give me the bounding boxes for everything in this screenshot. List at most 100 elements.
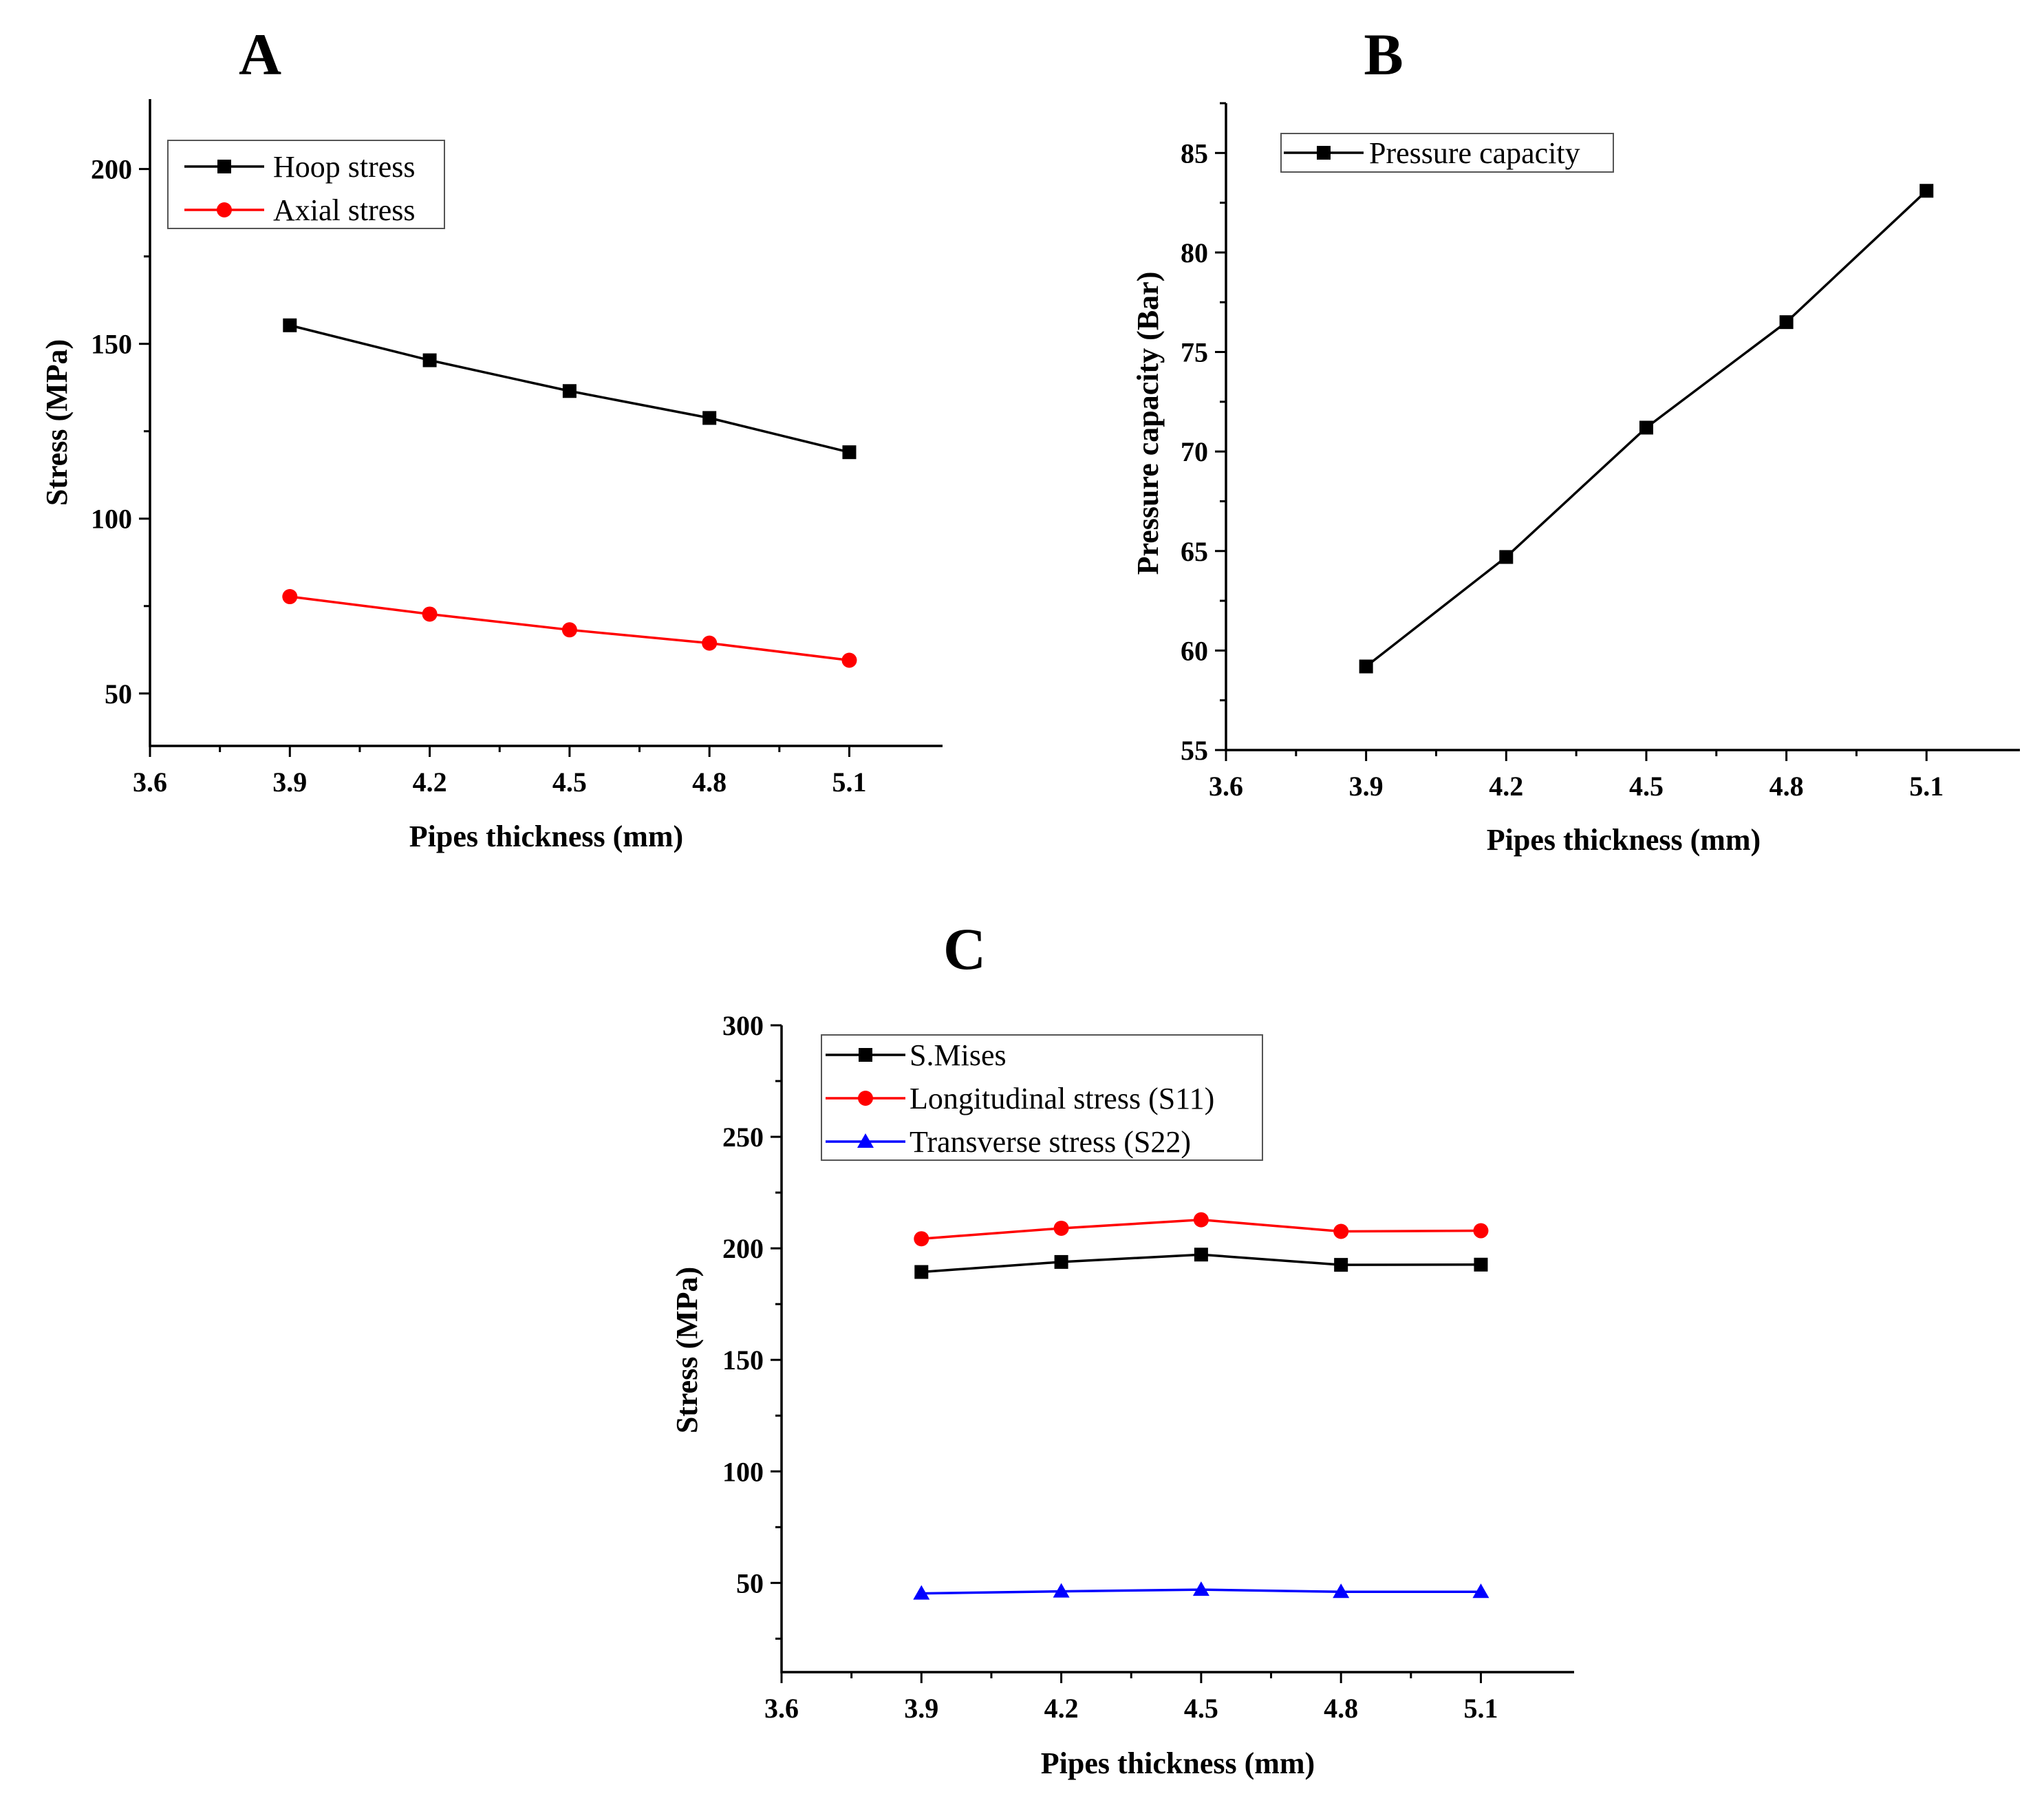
data-point-square [422, 353, 437, 367]
panel-b-axes [1225, 103, 2020, 751]
y-tick-label: 150 [722, 1345, 764, 1376]
panel-b-x-axis-title: Pipes thickness (mm) [1487, 823, 1761, 857]
x-tick-label: 4.5 [1184, 1693, 1218, 1724]
panel-a-letter: A [239, 21, 281, 87]
data-point-square [702, 411, 717, 425]
y-tick-label: 55 [1181, 735, 1208, 766]
panel-c-mises-s11-s22: C 3.6 3.9 4.2 4.5 4.8 5.1 50 100 150 200 250 300 P… [670, 916, 1574, 1780]
data-point-circle [914, 1231, 929, 1247]
legend-entry-longitudinal-stress: Longitudinal stress (S11) [826, 1082, 1214, 1115]
data-point-triangle [1053, 1583, 1070, 1598]
data-point-square [1474, 1257, 1488, 1272]
legend-label-transverse-stress: Transverse stress (S22) [910, 1125, 1191, 1159]
y-tick-label: 100 [722, 1456, 764, 1487]
data-point-square [1779, 315, 1794, 330]
data-point-triangle [1333, 1583, 1350, 1598]
y-tick-label: 70 [1181, 436, 1208, 467]
x-tick-label: 4.2 [413, 767, 447, 798]
panel-a-hoop-axial-stress: A 3.6 3.9 4.2 4.5 4.8 5.1 50 100 150 200 Pipes t… [40, 21, 943, 853]
data-point-circle [702, 635, 718, 651]
data-point-circle [1473, 1223, 1489, 1239]
y-tick-label: 100 [91, 504, 132, 535]
data-point-square [1359, 659, 1373, 674]
square-marker-icon [1317, 146, 1331, 160]
square-marker-icon [859, 1048, 872, 1062]
x-tick-label: 3.6 [133, 767, 167, 798]
panel-a-series [282, 318, 857, 668]
data-point-square [914, 1265, 929, 1279]
circle-marker-icon [858, 1091, 873, 1106]
panel-b-legend: Pressure capacity [1280, 133, 1614, 173]
data-point-circle [282, 589, 298, 605]
triangle-marker-icon [857, 1133, 874, 1148]
panel-b-letter: B [1364, 21, 1403, 87]
panel-a-legend-box [167, 140, 445, 229]
legend-entry-pressure-capacity: Pressure capacity [1284, 136, 1580, 170]
legend-entry-s-mises: S.Mises [826, 1038, 1007, 1072]
legend-label-pressure-capacity: Pressure capacity [1369, 136, 1580, 170]
data-point-triangle [1472, 1583, 1489, 1598]
legend-entry-transverse-stress: Transverse stress (S22) [826, 1125, 1191, 1159]
x-tick-label: 3.6 [1209, 771, 1243, 802]
x-tick-label: 3.6 [764, 1693, 799, 1724]
x-tick-label: 5.1 [832, 767, 866, 798]
panel-a-x-axis-title: Pipes thickness (mm) [409, 820, 683, 853]
panel-a-x-tick-labels: 3.6 3.9 4.2 4.5 4.8 5.1 [133, 767, 866, 798]
panel-a-ticks [139, 168, 850, 757]
panel-b-pressure-capacity: B 3.6 3.9 4.2 4.5 4.8 5.1 55 60 65 70 75 80 85 Pipe… [1131, 21, 2020, 857]
panel-c-y-axis-title: Stress (MPa) [670, 1267, 704, 1433]
x-tick-label: 4.8 [692, 767, 727, 798]
y-tick-label: 150 [91, 329, 132, 360]
data-point-square [842, 445, 857, 460]
y-tick-label: 75 [1181, 337, 1208, 368]
data-point-square [283, 318, 297, 332]
panel-a-legend: Hoop stress Axial stress [167, 140, 445, 229]
data-point-square [1054, 1254, 1068, 1269]
x-tick-label: 5.1 [1463, 1693, 1498, 1724]
panel-c-x-axis-title: Pipes thickness (mm) [1041, 1746, 1315, 1780]
panel-a-y-tick-labels: 50 100 150 200 [91, 154, 132, 709]
panel-b-ticks [1215, 102, 1928, 761]
data-point-triangle [913, 1585, 930, 1600]
x-tick-label: 4.8 [1324, 1693, 1358, 1724]
circle-marker-icon [217, 202, 232, 217]
panel-a-y-axis-title: Stress (MPa) [40, 339, 74, 506]
data-point-triangle [1192, 1581, 1209, 1596]
panel-c-legend: S.Mises Longitudinal stress (S11) Transv… [821, 1034, 1263, 1161]
data-point-square [1194, 1248, 1208, 1262]
x-tick-label: 4.2 [1044, 1693, 1079, 1724]
panel-c-x-tick-labels: 3.6 3.9 4.2 4.5 4.8 5.1 [764, 1693, 1498, 1724]
y-tick-label: 200 [91, 154, 132, 185]
legend-label-s-mises: S.Mises [910, 1038, 1007, 1072]
panel-b-x-tick-labels: 3.6 3.9 4.2 4.5 4.8 5.1 [1209, 771, 1944, 802]
square-marker-icon [217, 160, 231, 173]
legend-entry-axial-stress: Axial stress [184, 193, 416, 227]
data-point-square [1639, 420, 1653, 435]
data-point-square [1334, 1258, 1348, 1272]
x-tick-label: 3.9 [272, 767, 307, 798]
panel-c-letter: C [943, 916, 986, 982]
legend-label-axial-stress: Axial stress [273, 193, 416, 227]
legend-label-hoop-stress: Hoop stress [273, 150, 416, 184]
x-tick-label: 3.9 [904, 1693, 938, 1724]
x-tick-label: 5.1 [1909, 771, 1944, 802]
y-tick-label: 250 [722, 1122, 764, 1153]
panel-b-y-axis-title: Pressure capacity (Bar) [1131, 272, 1165, 575]
panel-c-series [913, 1212, 1489, 1600]
legend-label-longitudinal-stress: Longitudinal stress (S11) [910, 1082, 1214, 1115]
data-point-circle [1333, 1223, 1349, 1239]
data-point-circle [561, 622, 577, 638]
legend-entry-hoop-stress: Hoop stress [184, 150, 416, 184]
y-tick-label: 80 [1181, 237, 1208, 268]
x-tick-label: 4.5 [552, 767, 587, 798]
panel-b-y-tick-labels: 55 60 65 70 75 80 85 [1181, 138, 1208, 766]
x-tick-label: 4.2 [1489, 771, 1523, 802]
data-point-square [1919, 184, 1934, 198]
y-tick-label: 300 [722, 1010, 764, 1041]
y-tick-label: 60 [1181, 635, 1208, 666]
x-tick-label: 4.5 [1629, 771, 1664, 802]
x-tick-label: 4.8 [1769, 771, 1804, 802]
panel-b-series [1359, 184, 1934, 674]
panel-c-ticks [771, 1024, 1482, 1683]
